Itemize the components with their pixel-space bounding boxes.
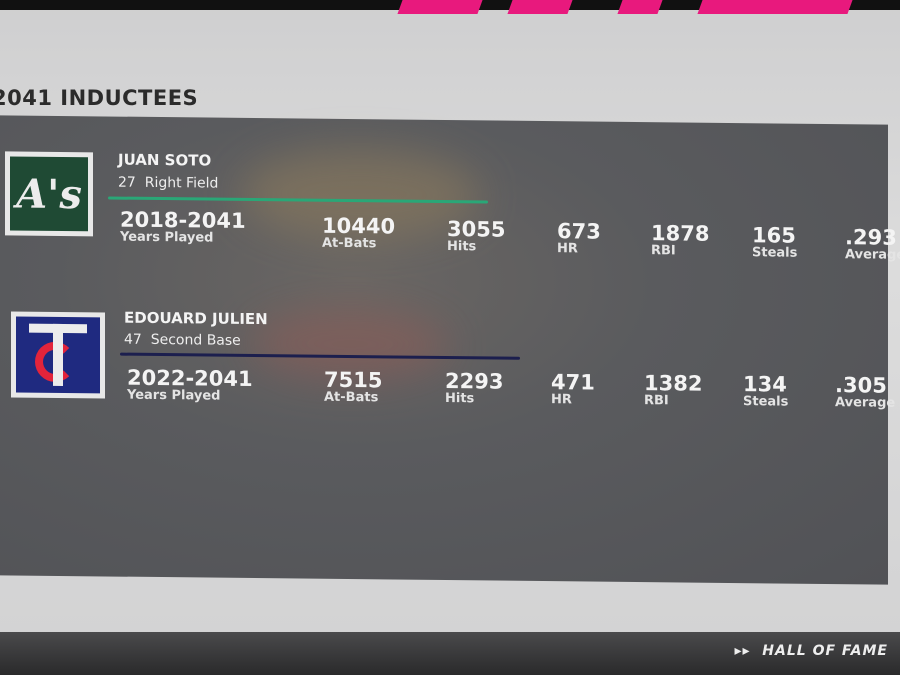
jersey-number: 27 [118,174,136,191]
stat-hr: 673 HR [557,219,601,257]
decor-stripe [507,0,573,14]
fast-forward-icon: ▸▸ [734,643,751,659]
stat-rbi: 1382 RBI [644,371,703,409]
position-name: Second Base [150,331,241,349]
hall-of-fame-button[interactable]: ▸▸ HALL OF FAME [734,643,888,659]
decor-stripe [697,0,853,14]
team-logo [11,311,105,399]
position-name: Right Field [144,174,219,192]
stat-hr: 471 HR [551,370,595,408]
athletics-logo-icon: A's [16,170,82,218]
stat-years: 2022-2041 Years Played [127,365,253,404]
player-position: 47 Second Base [124,332,241,349]
twins-logo-icon [23,320,93,391]
page-title: 2041 INDUCTEES [0,86,199,110]
stat-at-bats: 10440 At-Bats [322,213,396,252]
stat-hits: 2293 Hits [445,369,504,407]
stat-steals: 134 Steals [743,372,789,410]
decor-stripe [617,0,663,14]
stat-rbi: 1878 RBI [651,221,710,259]
player-name: EDOUARD JULIEN [124,308,268,329]
player-position: 27 Right Field [118,175,218,192]
inductees-panel: A's JUAN SOTO 27 Right Field 2018-2041 Ye… [0,115,900,585]
bottom-bar [0,632,900,675]
stat-at-bats: 7515 At-Bats [324,367,383,406]
stat-years: 2018-2041 Years Played [120,207,246,246]
stat-steals: 165 Steals [752,223,798,261]
team-color-line [108,196,488,204]
hall-of-fame-label: HALL OF FAME [762,643,888,659]
player-name: JUAN SOTO [118,150,212,170]
jersey-number: 47 [124,331,142,348]
stat-hits: 3055 Hits [447,217,506,255]
stat-average: .293 Average [845,225,900,263]
decor-stripe [397,0,483,14]
team-logo: A's [5,151,93,237]
inductee-row[interactable]: EDOUARD JULIEN 47 Second Base 2022-2041 Y… [0,307,895,426]
inductee-row[interactable]: A's JUAN SOTO 27 Right Field 2018-2041 Ye… [0,149,900,268]
team-color-line [120,352,520,360]
stat-average: .305 Average [835,373,896,411]
